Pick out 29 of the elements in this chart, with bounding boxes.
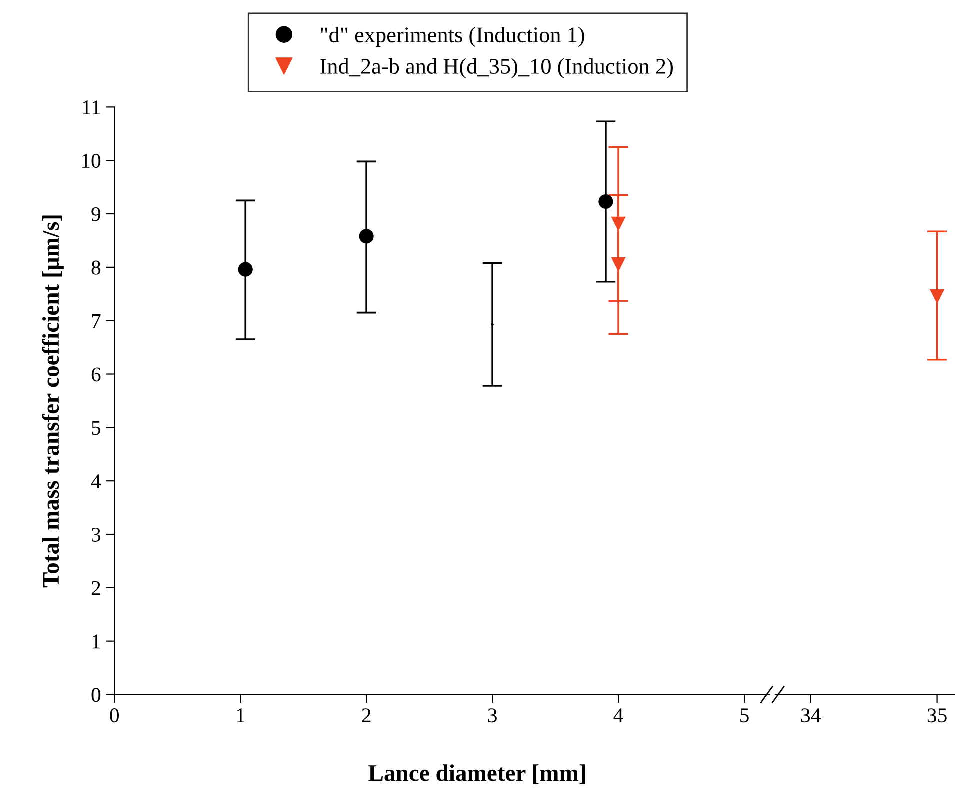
- x-tick-label: 34: [801, 708, 821, 723]
- legend-label: "d" experiments (Induction 1): [321, 26, 584, 48]
- x-tick-label: 0: [110, 708, 120, 723]
- point: [359, 229, 374, 244]
- x-tick-label: 3: [488, 708, 497, 723]
- y-tick-label: 10: [82, 154, 101, 168]
- y-tick-label: 8: [92, 260, 101, 275]
- point: [598, 194, 614, 210]
- y-tick-label: 1: [92, 634, 100, 649]
- point: [611, 257, 626, 272]
- y-tick-label: 9: [92, 207, 101, 222]
- y-tick-label: 11: [83, 100, 100, 114]
- y-tick-label: 6: [92, 368, 101, 382]
- legend-label: Ind_2a-b and H(d_35)_10 (Induction 2): [320, 58, 673, 79]
- point: [611, 216, 626, 232]
- x-tick-label: 2: [362, 708, 371, 722]
- x-tick-label: 4: [614, 708, 624, 722]
- x-tick-label: 35: [928, 708, 947, 723]
- y-tick-label: 3: [92, 528, 101, 542]
- y-tick-label: 2: [92, 581, 100, 596]
- y-tick-label: 4: [91, 474, 102, 488]
- y-axis-title: Total mass transfer coefficient [μm/s]: [42, 216, 64, 588]
- y-tick-label: 7: [92, 314, 101, 328]
- x-tick-label: 1: [237, 708, 245, 722]
- x-tick-label: 5: [740, 708, 749, 723]
- point: [238, 262, 253, 277]
- y-tick-label: 5: [92, 421, 101, 436]
- y-tick-label: 0: [92, 688, 101, 702]
- x-axis-title: Lance diameter [mm]: [368, 764, 586, 784]
